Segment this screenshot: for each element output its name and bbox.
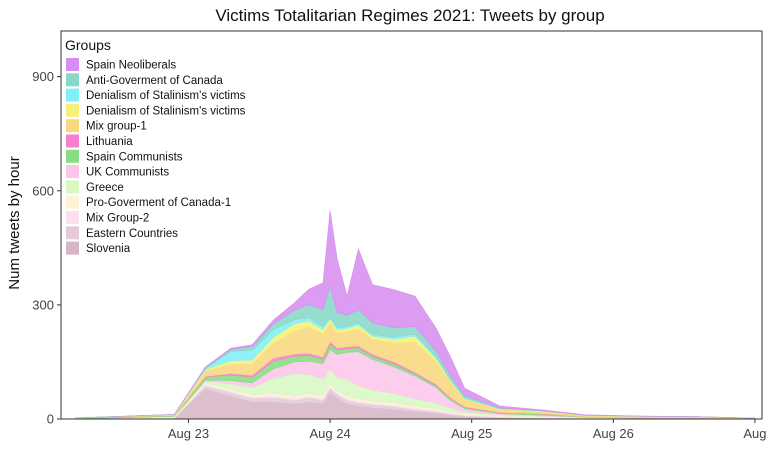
x-tick-label-1: Aug 24 — [309, 426, 350, 441]
plot-panel-border — [60, 30, 763, 420]
y-tick-label-0: 0 — [47, 412, 54, 427]
legend-label-2: Denialism of Stalinism's victims — [86, 90, 246, 102]
legend-swatch-4 — [66, 119, 79, 133]
legend-swatch-12 — [66, 241, 79, 255]
legend-swatch-8 — [66, 180, 79, 194]
legend-swatch-11 — [66, 226, 79, 240]
legend-label-9: Pro-Goverment of Canada-1 — [86, 197, 231, 209]
series-area-12 — [75, 210, 755, 419]
y-axis: 0 300 600 900 — [32, 69, 61, 427]
legend-swatch-9 — [66, 195, 79, 209]
legend-title: Groups — [65, 37, 111, 53]
legend-label-6: Spain Communists — [86, 151, 183, 163]
legend-label-8: Greece — [86, 182, 124, 194]
legend-label-10: Mix Group-2 — [86, 213, 149, 225]
legend-swatch-0 — [66, 58, 79, 71]
x-tick-label-0: Aug 23 — [168, 426, 209, 441]
area-layers — [74, 210, 756, 420]
legend-label-7: UK Communists — [86, 167, 169, 179]
legend-swatch-6 — [66, 149, 79, 163]
x-axis: Aug 23 Aug 24 Aug 25 Aug 26 Aug — [168, 419, 766, 441]
legend-swatch-3 — [66, 103, 79, 117]
y-axis-title: Num tweets by hour — [6, 156, 23, 289]
y-tick-label-1: 300 — [32, 297, 54, 312]
x-tick-label-2: Aug 25 — [451, 426, 492, 441]
legend-label-0: Spain Neoliberals — [86, 60, 176, 72]
legend-swatch-1 — [66, 73, 79, 87]
y-tick-label-3: 900 — [32, 69, 54, 84]
chart-title: Victims Totalitarian Regimes 2021: Tweet… — [215, 6, 604, 25]
legend-label-12: Slovenia — [86, 243, 131, 255]
legend-swatch-2 — [66, 88, 79, 102]
legend-label-1: Anti-Goverment of Canada — [86, 75, 223, 87]
y-tick-label-2: 600 — [32, 183, 54, 198]
legend: Groups Spain Neoliberals Anti-Goverment o… — [65, 37, 246, 255]
legend-swatch-5 — [66, 134, 79, 148]
legend-label-11: Eastern Countries — [86, 228, 178, 240]
legend-label-3: Denialism of Stalinism's victims — [86, 105, 246, 117]
legend-swatch-7 — [66, 165, 79, 179]
x-tick-label-4: Aug — [743, 426, 766, 441]
x-tick-label-3: Aug 26 — [593, 426, 634, 441]
legend-label-5: Lithuania — [86, 136, 133, 148]
legend-swatch-10 — [66, 211, 79, 224]
legend-label-4: Mix group-1 — [86, 121, 147, 133]
